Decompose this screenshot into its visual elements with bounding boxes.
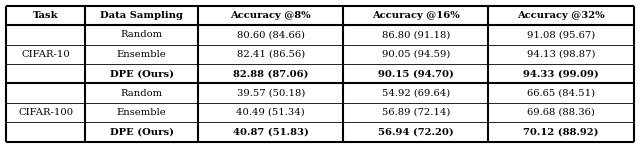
Text: Accuracy @16%: Accuracy @16%	[372, 11, 460, 20]
Text: 94.33 (99.09): 94.33 (99.09)	[523, 69, 599, 78]
Text: CIFAR-100: CIFAR-100	[19, 108, 74, 117]
Text: Task: Task	[33, 11, 59, 20]
Text: Random: Random	[121, 30, 163, 39]
Text: 90.05 (94.59): 90.05 (94.59)	[381, 50, 450, 59]
Text: 70.12 (88.92): 70.12 (88.92)	[524, 127, 599, 136]
Text: Ensemble: Ensemble	[117, 50, 166, 59]
Text: 90.15 (94.70): 90.15 (94.70)	[378, 69, 454, 78]
Text: 56.94 (72.20): 56.94 (72.20)	[378, 127, 454, 136]
Text: 80.60 (84.66): 80.60 (84.66)	[237, 30, 305, 39]
Text: 56.89 (72.14): 56.89 (72.14)	[381, 108, 450, 117]
Text: 66.65 (84.51): 66.65 (84.51)	[527, 89, 595, 98]
Text: Accuracy @8%: Accuracy @8%	[230, 11, 311, 20]
Text: Ensemble: Ensemble	[117, 108, 166, 117]
Text: DPE (Ours): DPE (Ours)	[109, 127, 173, 136]
Text: 82.41 (86.56): 82.41 (86.56)	[237, 50, 305, 59]
Text: 91.08 (95.67): 91.08 (95.67)	[527, 30, 595, 39]
Text: Accuracy @32%: Accuracy @32%	[517, 11, 605, 20]
Text: CIFAR-10: CIFAR-10	[22, 50, 70, 59]
Text: 69.68 (88.36): 69.68 (88.36)	[527, 108, 595, 117]
Text: DPE (Ours): DPE (Ours)	[109, 69, 173, 78]
Text: 40.49 (51.34): 40.49 (51.34)	[236, 108, 305, 117]
Text: Random: Random	[121, 89, 163, 98]
Text: 86.80 (91.18): 86.80 (91.18)	[381, 30, 450, 39]
Text: 82.88 (87.06): 82.88 (87.06)	[233, 69, 308, 78]
Text: Data Sampling: Data Sampling	[100, 11, 183, 20]
Text: 54.92 (69.64): 54.92 (69.64)	[382, 89, 450, 98]
Text: 40.87 (51.83): 40.87 (51.83)	[233, 127, 308, 136]
Text: 94.13 (98.87): 94.13 (98.87)	[527, 50, 595, 59]
Text: 39.57 (50.18): 39.57 (50.18)	[237, 89, 305, 98]
